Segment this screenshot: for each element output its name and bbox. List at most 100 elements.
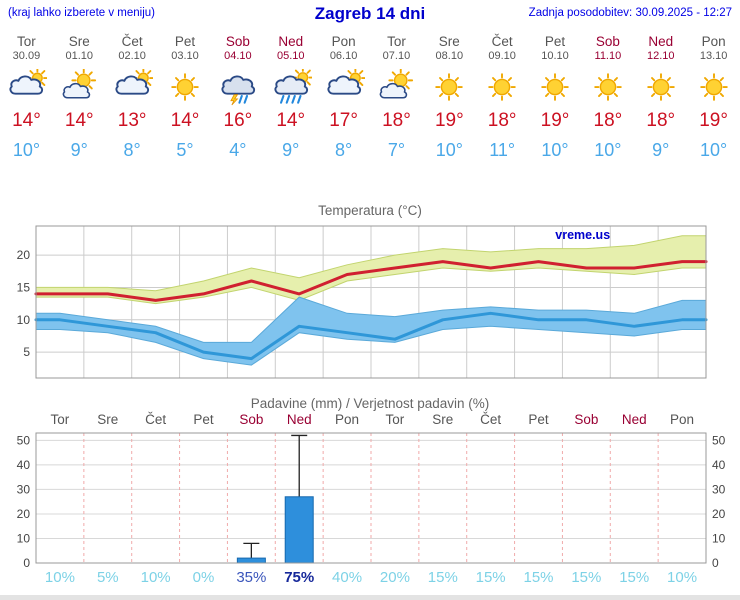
svg-text:20: 20 <box>17 507 31 521</box>
precip-day-label: Sre <box>432 412 453 427</box>
partly-icon <box>380 68 414 99</box>
precipitation-bar <box>284 496 314 564</box>
day-date: 05.10 <box>276 50 305 62</box>
day-column[interactable]: Čet 09.10 18° 11° <box>476 34 529 161</box>
precip-probability: 10% <box>141 569 171 586</box>
day-column[interactable]: Sre 08.10 19° 10° <box>423 34 476 161</box>
svg-text:40: 40 <box>17 458 31 472</box>
day-name: Pet <box>174 34 196 49</box>
day-column[interactable]: Tor 07.10 18° 7° <box>370 34 423 161</box>
day-name: Tor <box>387 34 406 49</box>
day-column[interactable]: Sob 04.10 16° 4° <box>211 34 264 161</box>
day-date: 03.10 <box>171 50 199 62</box>
min-temperature: 5° <box>176 140 194 160</box>
min-temperature: 7° <box>387 140 406 160</box>
min-temperature: 10° <box>435 140 463 160</box>
precip-probability: 0% <box>193 569 215 586</box>
min-temperature: 11° <box>489 140 516 160</box>
day-name: Čet <box>121 34 143 49</box>
day-name: Sob <box>595 34 620 49</box>
min-temperature: 10° <box>12 140 41 160</box>
weather-icon <box>687 66 740 108</box>
precip-probability: 75% <box>284 569 314 586</box>
precip-day-label: Ned <box>287 412 312 427</box>
min-temperature: 10° <box>699 140 728 160</box>
sun-icon <box>488 72 516 101</box>
precip-probability: 5% <box>97 569 119 586</box>
day-column[interactable]: Ned 05.10 14° 9° <box>264 34 317 161</box>
precip-day-label: Tor <box>386 412 405 427</box>
precipitation-chart: Tor Sre Čet Pet Sob Ned Pon Tor Sre Čet Pet Sob Ned P… <box>17 412 726 586</box>
day-column[interactable]: Tor 30.09 14° 10° <box>0 34 53 161</box>
sun-icon <box>594 72 622 101</box>
cloud-sun-icon <box>327 68 365 95</box>
day-column[interactable]: Sob 11.10 18° 10° <box>581 34 634 161</box>
day-date: 08.10 <box>435 50 464 62</box>
day-date: 13.10 <box>699 50 728 62</box>
max-temperature: 13° <box>117 110 147 131</box>
day-name: Čet <box>491 34 513 49</box>
day-name: Sre <box>438 34 460 49</box>
bottom-strip <box>0 595 740 600</box>
svg-text:30: 30 <box>712 482 726 496</box>
day-date: 12.10 <box>646 50 675 62</box>
day-date: 04.10 <box>224 50 252 62</box>
cloud-sun-icon <box>115 68 154 95</box>
precip-day-label: Čet <box>480 412 501 427</box>
max-temperature: 17° <box>329 110 358 131</box>
max-temperature: 19° <box>699 110 728 131</box>
day-column[interactable]: Pon 06.10 17° 8° <box>317 34 370 161</box>
svg-text:0: 0 <box>23 556 30 570</box>
day-column[interactable]: Pet 10.10 19° 10° <box>529 34 582 161</box>
weather-icon <box>529 66 582 108</box>
day-name: Tor <box>17 34 36 49</box>
precip-probability: 15% <box>428 569 458 586</box>
max-temperature: 18° <box>593 110 623 131</box>
svg-text:10: 10 <box>17 313 31 327</box>
day-date: 01.10 <box>65 50 94 62</box>
sun-icon <box>435 72 464 101</box>
day-date: 07.10 <box>382 50 411 62</box>
precip-probability: 40% <box>332 569 362 586</box>
day-column[interactable]: Čet 02.10 13° 8° <box>106 34 159 161</box>
svg-text:5: 5 <box>23 345 30 359</box>
precip-day-label: Pet <box>528 412 549 427</box>
min-temperature: 9° <box>652 140 670 160</box>
weather-icon <box>264 66 317 108</box>
day-date: 11.10 <box>594 50 622 62</box>
temperature-chart-title: Temperatura (°C) <box>318 203 422 218</box>
precip-day-label: Sob <box>574 412 598 427</box>
day-date: 10.10 <box>541 50 569 62</box>
day-date: 09.10 <box>488 50 516 62</box>
precip-day-label: Sob <box>239 412 263 427</box>
weather-icon <box>423 66 476 108</box>
precip-day-label: Pon <box>670 412 694 427</box>
weather-icon <box>159 66 212 108</box>
weather-icon <box>0 66 53 108</box>
weather-icon <box>634 66 687 108</box>
precip-day-label: Pet <box>193 412 214 427</box>
min-temperature: 9° <box>70 140 88 160</box>
min-temperature: 9° <box>282 140 300 160</box>
precip-probability: 10% <box>45 569 75 586</box>
max-temperature: 19° <box>434 110 464 131</box>
sun-icon <box>171 72 199 101</box>
rain-sun-icon <box>274 68 312 104</box>
sun-icon <box>646 72 675 101</box>
weather-icon <box>211 66 264 108</box>
day-column[interactable]: Pon 13.10 19° 10° <box>687 34 740 161</box>
day-date: 30.09 <box>12 50 41 62</box>
max-temperature: 14° <box>276 110 306 131</box>
svg-text:40: 40 <box>712 458 726 472</box>
svg-text:10: 10 <box>712 531 726 545</box>
precip-probability: 15% <box>571 569 601 586</box>
cloud-sun-icon <box>9 68 48 95</box>
svg-text:20: 20 <box>17 248 31 262</box>
day-column[interactable]: Ned 12.10 18° 9° <box>634 34 687 161</box>
day-column[interactable]: Sre 01.10 14° 9° <box>53 34 106 161</box>
max-temperature: 18° <box>382 110 411 131</box>
day-column[interactable]: Pet 03.10 14° 5° <box>159 34 212 161</box>
precip-probability: 15% <box>476 569 506 586</box>
weather-icon <box>581 66 634 108</box>
day-name: Ned <box>278 34 304 49</box>
